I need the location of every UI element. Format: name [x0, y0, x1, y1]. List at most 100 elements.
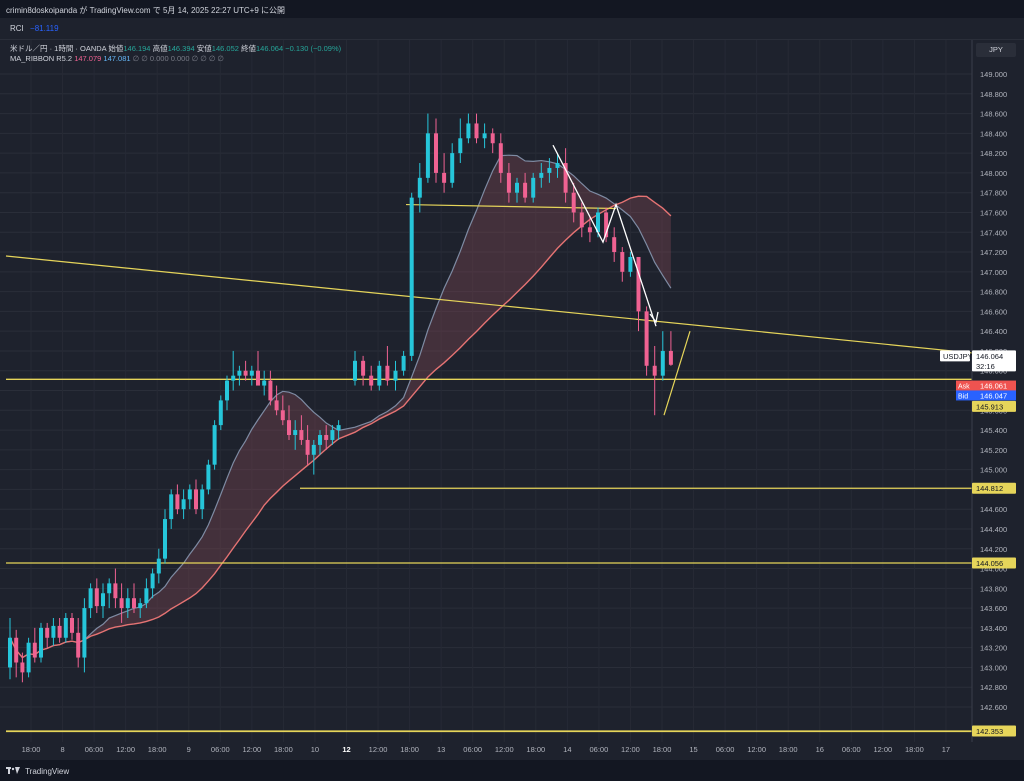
symbol-tag-bg: [940, 350, 970, 362]
level-3-tag-bg: [972, 557, 1016, 569]
candle-body: [652, 365, 657, 376]
candle-body: [385, 365, 390, 381]
y-tick-label: 145.200: [980, 446, 1007, 455]
candle-body: [539, 172, 544, 178]
price-chart[interactable]: 142.600 142.800 143.000 143.200 143.400 143.6…: [0, 40, 1024, 760]
candle-body: [175, 494, 180, 510]
y-tick-label: 148.000: [980, 169, 1007, 178]
y-tick-label: 146.400: [980, 327, 1007, 336]
x-tick-label: 18:00: [148, 745, 167, 754]
projection-arrow: [552, 144, 657, 327]
candle-body: [515, 182, 519, 193]
x-tick-label: 18:00: [653, 745, 672, 754]
ribbon-name[interactable]: MA_RIBBON R5.2: [10, 54, 73, 63]
candle-body: [579, 212, 584, 228]
candle-body: [268, 380, 273, 401]
publisher-text: crimin8doskoipanda が TradingView.com で 5…: [6, 6, 286, 15]
candle-body: [206, 464, 211, 490]
x-tick-label: 12:00: [495, 745, 514, 754]
y-tick-label: 142.600: [980, 703, 1007, 712]
fast-ma-line: [9, 154, 672, 659]
y-tick-label: 146.800: [980, 288, 1007, 297]
y-tick-label: 147.200: [980, 248, 1007, 257]
candle-body: [280, 410, 285, 421]
legend-low-label: 安値: [196, 44, 212, 53]
y-tick-label: 147.800: [980, 189, 1007, 198]
ribbon-fill: [10, 155, 671, 658]
candle-body: [26, 642, 31, 673]
candle-body: [194, 489, 198, 510]
candle-body: [330, 430, 335, 440]
arrow-head: [649, 311, 659, 324]
x-tick-label: 12:00: [747, 745, 766, 754]
level-4-tag: 142.353: [976, 727, 1003, 736]
candle-body: [70, 617, 74, 633]
candle-body: [163, 519, 167, 559]
candle-body: [369, 375, 374, 386]
x-tick-label: 15: [689, 745, 697, 754]
y-tick-label: 148.600: [980, 110, 1007, 119]
x-tick-label: 06:00: [85, 745, 104, 754]
candle-body: [587, 227, 592, 233]
chart-legend: 米ドル／円 · 1時間 · OANDA 始値146.194 高値146.394 …: [10, 44, 341, 64]
candle-body: [482, 133, 487, 139]
candle-body: [425, 133, 430, 178]
ma-ribbon: [9, 154, 672, 659]
x-tick-label: 12:00: [369, 745, 388, 754]
candle-body: [636, 256, 641, 312]
indicator-value: −81.119: [30, 24, 59, 33]
y-tick-label: 144.000: [980, 565, 1007, 574]
symbol-tag: USDJPY: [943, 352, 973, 361]
legend-close-label: 終値: [241, 44, 257, 53]
candle-body: [76, 632, 81, 658]
candle-body: [57, 625, 62, 638]
candle-body: [156, 558, 161, 574]
x-tick-label: 18:00: [779, 745, 798, 754]
level-3-tag: 144.056: [976, 559, 1003, 568]
candle-body: [318, 435, 322, 445]
y-tick-label: 146.600: [980, 307, 1007, 316]
candle-body: [39, 627, 43, 658]
x-tick-label: 12: [342, 745, 350, 754]
last-price-tag: 146.064: [976, 352, 1003, 361]
y-tick-label: 143.600: [980, 604, 1007, 613]
x-tick-label: 12:00: [621, 745, 640, 754]
candle-body: [181, 499, 186, 510]
legend-symbol[interactable]: 米ドル／円 · 1時間 · OANDA: [10, 44, 107, 53]
y-tick-label: 148.800: [980, 90, 1007, 99]
candle-body: [218, 400, 223, 426]
y-tick-label: 145.400: [980, 426, 1007, 435]
drawing-arrows: [552, 144, 659, 327]
resistance-segment: [405, 203, 617, 210]
candle-body: [523, 182, 528, 198]
x-tick-label: 18:00: [22, 745, 41, 754]
candle-body: [668, 350, 673, 365]
candle-body: [458, 138, 463, 154]
brand-name: TradingView: [25, 767, 70, 776]
candle-body: [113, 583, 118, 599]
candle-body: [336, 425, 341, 431]
candle-body: [119, 598, 124, 609]
candle-body: [274, 400, 279, 411]
y-tick-label: 144.200: [980, 545, 1007, 554]
level-4-tag-bg: [972, 725, 1016, 737]
candle-body: [237, 370, 242, 376]
candle-body: [604, 212, 609, 238]
candle-body: [101, 593, 105, 607]
level-1-tag: 145.913: [976, 402, 1003, 411]
y-tick-label: 143.400: [980, 624, 1007, 633]
candle-body: [32, 642, 37, 658]
candle-body: [94, 588, 99, 607]
level-2-tag-bg: [972, 482, 1016, 494]
candle-body: [531, 177, 536, 198]
candle-body: [150, 573, 155, 589]
legend-open-label: 始値: [108, 44, 124, 53]
candle-body: [401, 355, 406, 371]
legend-high-label: 高値: [152, 44, 168, 53]
trendline: [5, 255, 973, 354]
x-tick-label: 18:00: [274, 745, 293, 754]
legend-ribbon-row: MA_RIBBON R5.2 147.079 147.081 ∅ ∅ 0.000…: [10, 54, 341, 64]
candle-body: [132, 598, 136, 609]
candle-body: [612, 237, 617, 253]
currency-button[interactable]: JPY: [976, 43, 1016, 57]
